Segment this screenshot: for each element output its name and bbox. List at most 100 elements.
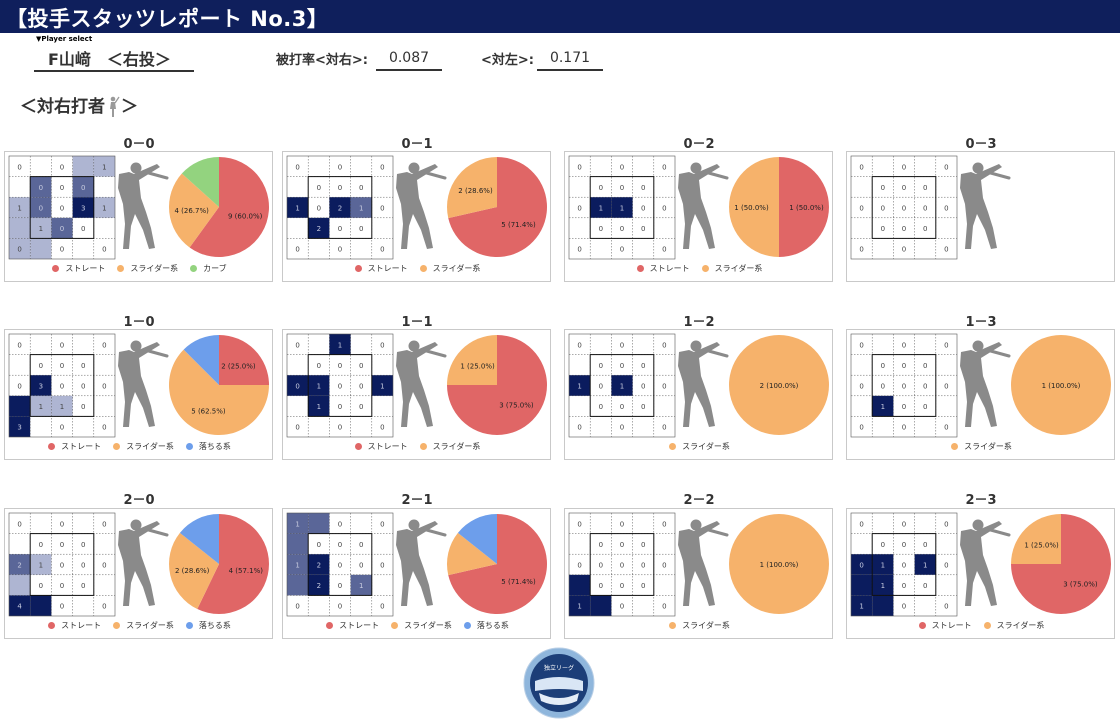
zone-count: 0 bbox=[60, 520, 64, 528]
zone-count: 0 bbox=[338, 225, 342, 233]
zone-count: 0 bbox=[577, 562, 581, 570]
zone-cell-fill bbox=[287, 574, 309, 596]
zone-cell-fill bbox=[287, 533, 309, 555]
player-name-field[interactable]: F山﨑 ＜右投＞ bbox=[34, 44, 194, 72]
zone-count: 0 bbox=[599, 562, 603, 570]
zone-count: 0 bbox=[620, 562, 624, 570]
zone-count: 0 bbox=[620, 603, 624, 611]
legend-swatch bbox=[185, 443, 193, 450]
legend-item: 落ちる系 bbox=[185, 441, 231, 452]
zone-cell-fill bbox=[30, 595, 52, 616]
pitch-pie-chart: 1 (100.0%) bbox=[729, 514, 829, 614]
zone-cell-fill bbox=[9, 416, 31, 437]
count-title: 1－1 bbox=[401, 315, 433, 330]
legend-swatch bbox=[669, 622, 677, 629]
zone-count: 0 bbox=[81, 562, 85, 570]
zone-count: 0 bbox=[39, 541, 43, 549]
zone-count: 0 bbox=[662, 246, 666, 254]
legend-swatch bbox=[419, 265, 427, 272]
zone-count: 0 bbox=[338, 562, 342, 570]
zone-count: 0 bbox=[17, 163, 21, 171]
panel-graphics: 0 0 0 0 0 0 0 1 0 1 0 1 0 0 1 0 0 3 (75.0%) 1 (25.0%) bbox=[850, 512, 1111, 617]
zone-count: 0 bbox=[60, 184, 64, 192]
legend-label: スライダー系 bbox=[996, 621, 1045, 630]
batter-silhouette bbox=[678, 519, 729, 606]
legend-swatch bbox=[419, 443, 427, 450]
pie-slice-slider bbox=[447, 157, 497, 219]
zone-cell-fill bbox=[308, 375, 330, 396]
zone-count: 0 bbox=[902, 403, 906, 411]
strike-zone-grid: 0 1 0 0 0 0 0 1 0 0 1 1 0 0 0 0 0 bbox=[286, 333, 394, 438]
zone-count: 0 bbox=[380, 562, 384, 570]
zone-count: 0 bbox=[317, 362, 321, 370]
batter-silhouette bbox=[960, 340, 1011, 427]
zone-cell-fill bbox=[287, 513, 309, 534]
player-select-dropdown[interactable]: ▼Player select bbox=[36, 35, 93, 43]
strike-zone-grid: 0 0 0 0 0 0 2 1 0 0 0 0 0 0 4 0 0 bbox=[8, 512, 116, 617]
pie-data-label: 3 (75.0%) bbox=[499, 401, 534, 409]
zone-cell-fill bbox=[851, 554, 873, 575]
zone-count: 0 bbox=[944, 603, 948, 611]
zone-count: 0 bbox=[338, 184, 342, 192]
legend-label: ストレート bbox=[339, 621, 380, 630]
zone-count: 0 bbox=[102, 246, 106, 254]
zone-cell-fill bbox=[872, 554, 894, 575]
zone-count: 0 bbox=[662, 562, 666, 570]
zone-count: 0 bbox=[81, 541, 85, 549]
zone-cell-fill bbox=[590, 197, 612, 218]
strike-zone-grid: 0 0 0 0 0 0 0 1 0 1 0 1 0 0 1 0 0 bbox=[850, 512, 958, 617]
zone-cell-fill bbox=[30, 176, 52, 198]
zone-count: 0 bbox=[902, 541, 906, 549]
pie-legend: ストレート スライダー系 落ちる系 bbox=[5, 441, 274, 452]
legend-label: スライダー系 bbox=[404, 621, 452, 630]
pie-slice-slider bbox=[168, 173, 219, 248]
legend-swatch bbox=[113, 622, 121, 629]
strike-zone-grid: 0 0 0 0 0 0 0 1 1 0 0 0 0 0 0 0 0 bbox=[568, 155, 676, 260]
zone-cell-fill bbox=[611, 197, 633, 218]
strike-zone-grid: 0 0 0 0 0 0 0 0 0 0 0 1 0 0 0 0 0 bbox=[850, 333, 958, 438]
zone-count: 0 bbox=[641, 362, 645, 370]
count-title: 2－1 bbox=[401, 493, 433, 508]
legend-swatch bbox=[701, 265, 709, 272]
zone-cell-fill bbox=[569, 375, 591, 396]
zone-count: 0 bbox=[620, 541, 624, 549]
zone-count: 0 bbox=[81, 362, 85, 370]
batter-silhouette bbox=[396, 519, 447, 606]
zone-count: 0 bbox=[662, 341, 666, 349]
pitch-pie-chart: 5 (71.4%) bbox=[447, 514, 547, 614]
zone-count: 0 bbox=[620, 520, 624, 528]
zone-count: 0 bbox=[81, 403, 85, 411]
zone-count: 0 bbox=[380, 603, 384, 611]
legend-item: スライダー系 bbox=[951, 441, 1012, 452]
zone-count: 0 bbox=[359, 383, 363, 391]
zone-cell-fill bbox=[9, 395, 31, 417]
pitch-pie-chart: 3 (75.0%) 1 (25.0%) bbox=[1011, 514, 1111, 614]
batter-silhouette bbox=[396, 162, 447, 249]
zone-count: 0 bbox=[577, 163, 581, 171]
strike-zone-grid: 0 0 0 0 0 0 1 0 1 0 0 0 0 0 0 0 0 bbox=[568, 333, 676, 438]
zone-count: 0 bbox=[380, 205, 384, 213]
zone-count: 1 bbox=[599, 205, 603, 213]
count-panel: 0 0 0 0 0 0 1 0 1 0 0 0 0 0 0 0 0 2 (100.0%) スライダー系 bbox=[564, 329, 833, 460]
zone-cell-fill bbox=[611, 375, 633, 396]
zone-count: 2 bbox=[317, 225, 321, 233]
zone-count: 0 bbox=[102, 603, 106, 611]
legend-label: ストレート bbox=[367, 442, 408, 451]
zone-count: 1 bbox=[923, 562, 927, 570]
zone-count: 0 bbox=[620, 582, 624, 590]
zone-count: 0 bbox=[662, 383, 666, 391]
zone-count: 0 bbox=[902, 424, 906, 432]
batter-silhouette bbox=[396, 340, 447, 427]
pie-data-label: 4 (26.7%) bbox=[174, 207, 209, 215]
pie-data-label: 2 (100.0%) bbox=[760, 382, 799, 390]
zone-count: 0 bbox=[102, 520, 106, 528]
pie-data-label: 1 (25.0%) bbox=[460, 363, 495, 371]
zone-count: 0 bbox=[662, 424, 666, 432]
legend-label: ストレート bbox=[931, 621, 972, 630]
zone-count: 1 bbox=[859, 603, 863, 611]
pie-data-label: 3 (75.0%) bbox=[1063, 580, 1098, 588]
zone-count: 0 bbox=[859, 424, 863, 432]
svg-text:独立リーグ: 独立リーグ bbox=[544, 664, 574, 672]
zone-count: 0 bbox=[39, 184, 43, 192]
strike-zone-grid: 0 0 0 0 0 0 1 0 2 1 0 2 0 0 0 0 0 bbox=[286, 155, 394, 260]
